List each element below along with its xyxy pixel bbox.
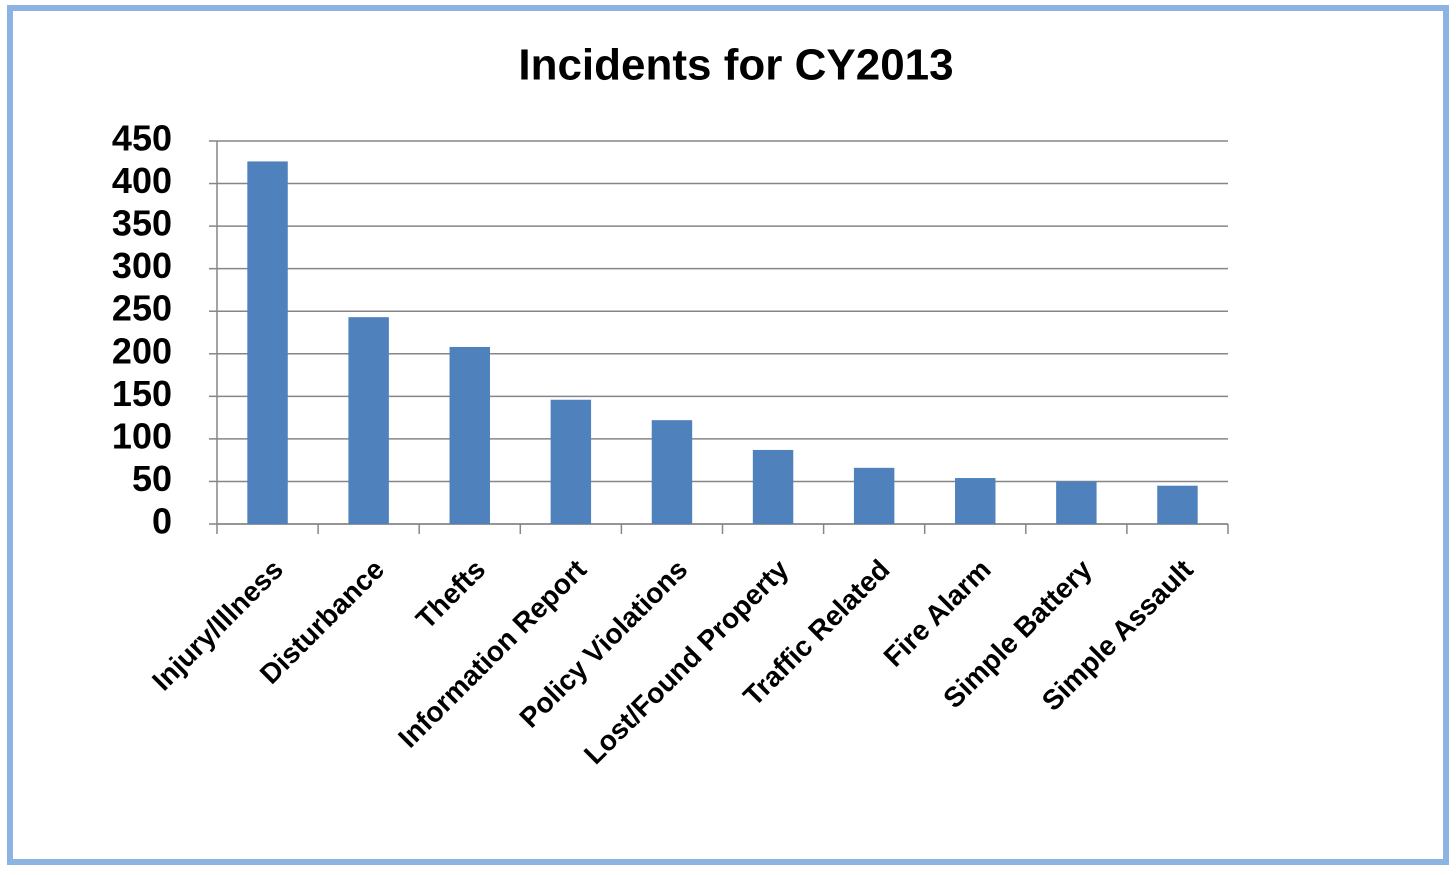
y-tick-label: 200 [112, 330, 172, 371]
y-tick-label: 350 [112, 203, 172, 244]
bar [752, 449, 794, 524]
y-tick-label: 300 [112, 245, 172, 286]
bar [449, 346, 490, 524]
bar [550, 399, 592, 524]
bar [651, 420, 693, 524]
y-tick-label: 0 [152, 501, 172, 542]
y-tick-label: 250 [112, 288, 172, 329]
chart-title: Incidents for CY2013 [518, 41, 953, 90]
bar [348, 317, 389, 524]
bar [853, 467, 895, 524]
bar [1056, 481, 1097, 524]
y-tick-label: 450 [112, 118, 172, 159]
y-tick-label: 100 [112, 415, 172, 456]
bar [955, 478, 996, 524]
chart-frame [7, 5, 1449, 865]
bar [1157, 485, 1198, 524]
y-tick-label: 400 [112, 160, 172, 201]
bar [247, 161, 288, 524]
y-tick-label: 150 [112, 373, 172, 414]
y-tick-label: 50 [132, 458, 172, 499]
